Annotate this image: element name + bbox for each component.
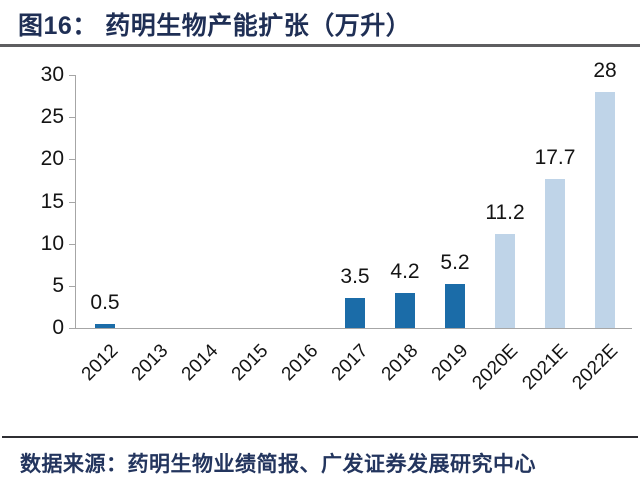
figure-title: 图16： 药明生物产能扩张（万升） <box>18 12 412 40</box>
y-axis-label: 20 <box>40 147 64 170</box>
bar-2021E <box>545 179 565 328</box>
y-axis-tick <box>69 286 75 287</box>
x-axis-label-2020E: 2020E <box>468 340 523 394</box>
x-axis-label-2019: 2019 <box>427 340 473 386</box>
y-axis-tick <box>69 244 75 245</box>
value-label-2022E: 28 <box>593 59 617 82</box>
value-label-2021E: 17.7 <box>534 146 576 169</box>
y-axis-tick <box>69 159 75 160</box>
bar-2020E <box>495 234 515 328</box>
y-axis-tick <box>69 117 75 118</box>
y-axis-label: 25 <box>40 105 64 128</box>
bar-2018 <box>395 293 415 328</box>
y-axis-label: 30 <box>40 63 64 86</box>
x-axis-label-2021E: 2021E <box>518 340 573 394</box>
x-axis-line <box>75 328 632 329</box>
value-label-2020E: 11.2 <box>485 201 525 224</box>
value-label-2019: 5.2 <box>440 251 470 274</box>
data-source-note: 数据来源：药明生物业绩简报、广发证券发展研究中心 <box>20 453 536 476</box>
y-axis-tick <box>69 75 75 76</box>
x-axis-label-2018: 2018 <box>377 340 423 386</box>
bar-2017 <box>345 298 365 328</box>
x-axis-label-2012: 2012 <box>77 340 123 386</box>
value-label-2018: 4.2 <box>390 260 420 283</box>
value-label-2017: 3.5 <box>340 265 370 288</box>
y-axis-label: 0 <box>52 316 64 339</box>
y-axis-label: 5 <box>52 274 64 297</box>
y-axis-tick <box>69 328 75 329</box>
y-axis-label: 15 <box>40 190 64 213</box>
title-divider <box>0 44 640 47</box>
x-axis-label-2022E: 2022E <box>568 340 623 394</box>
bar-2022E <box>595 92 615 328</box>
value-label-2012: 0.5 <box>90 291 120 314</box>
y-axis-line <box>75 75 76 328</box>
x-axis-label-2014: 2014 <box>177 340 223 386</box>
x-axis-label-2017: 2017 <box>327 340 373 386</box>
x-axis-label-2015: 2015 <box>227 340 273 386</box>
y-axis-label: 10 <box>40 232 64 255</box>
x-axis-label-2016: 2016 <box>277 340 323 386</box>
bar-2019 <box>445 284 465 328</box>
x-axis-label-2013: 2013 <box>127 340 173 386</box>
source-divider <box>2 436 638 438</box>
y-axis-tick <box>69 202 75 203</box>
bar-2012 <box>95 324 115 328</box>
